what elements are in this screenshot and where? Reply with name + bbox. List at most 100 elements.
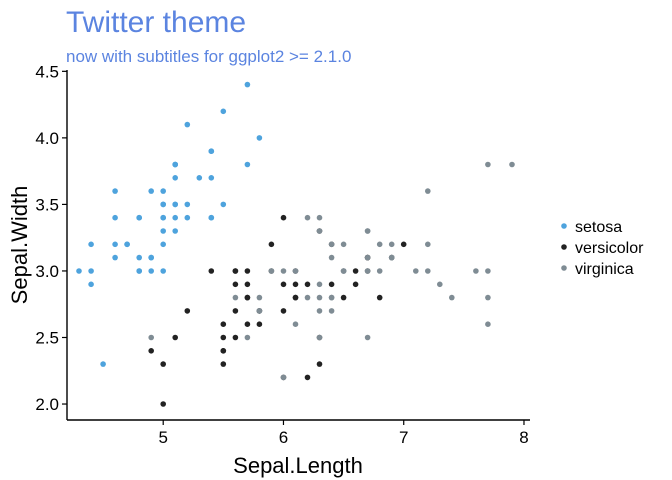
data-point (485, 161, 491, 168)
data-point (316, 334, 323, 341)
data-point (172, 201, 178, 208)
x-axis-title: Sepal.Length (233, 453, 363, 478)
data-point (184, 121, 191, 128)
y-tick-label: 4.5 (35, 62, 59, 81)
data-point (112, 241, 118, 248)
data-point (184, 308, 191, 314)
legend-label-setosa: setosa (575, 219, 622, 236)
y-tick-label: 2.5 (35, 328, 59, 347)
data-point (304, 214, 311, 221)
data-point (280, 268, 287, 274)
data-point (473, 268, 479, 274)
data-point (244, 161, 251, 168)
data-point (340, 294, 347, 301)
y-axis-title: Sepal.Width (7, 186, 32, 305)
data-point (425, 241, 431, 248)
data-point (160, 201, 166, 208)
data-point (292, 294, 299, 301)
data-point (364, 228, 371, 234)
data-point (112, 254, 118, 261)
data-point (485, 268, 491, 274)
plot-area (76, 81, 515, 407)
data-point (437, 281, 443, 288)
data-point (376, 294, 383, 301)
data-point (136, 254, 142, 261)
legend-key-versicolor (561, 244, 567, 250)
data-point (124, 241, 130, 248)
data-point (376, 268, 383, 274)
data-point (304, 374, 311, 381)
data-point (244, 334, 251, 341)
data-point (256, 294, 263, 301)
data-point (352, 268, 359, 274)
x-tick-label: 7 (399, 428, 408, 447)
data-point (244, 81, 251, 88)
x-tick-label: 6 (279, 428, 288, 447)
data-point (328, 254, 335, 261)
data-point (388, 241, 395, 248)
data-point (485, 321, 491, 328)
data-point (76, 268, 82, 274)
data-point (208, 148, 215, 154)
data-point (148, 188, 154, 194)
data-point (160, 228, 166, 234)
data-point (328, 241, 335, 248)
data-point (220, 201, 227, 208)
data-point (220, 334, 227, 341)
data-point (232, 334, 239, 341)
data-point (268, 268, 275, 274)
data-point (244, 321, 251, 328)
data-point (88, 241, 94, 248)
data-point (160, 361, 166, 367)
data-point (88, 268, 94, 274)
data-point (232, 308, 239, 314)
data-point (256, 308, 263, 314)
data-point (172, 161, 178, 168)
data-point (425, 268, 431, 274)
legend-key-setosa (561, 223, 567, 229)
data-point (136, 214, 142, 221)
data-point (160, 188, 166, 194)
data-point (316, 228, 323, 234)
data-point (220, 348, 227, 354)
data-point (112, 214, 118, 221)
data-point (232, 281, 239, 288)
data-point (280, 281, 287, 288)
data-point (172, 175, 178, 181)
data-point (160, 214, 166, 221)
data-point (413, 268, 419, 274)
data-point (160, 241, 166, 248)
data-point (328, 294, 335, 301)
data-point (256, 135, 263, 141)
data-point (268, 241, 275, 248)
data-point (88, 281, 94, 288)
data-point (220, 108, 227, 115)
data-point (220, 321, 227, 328)
data-point (112, 188, 118, 194)
x-tick-label: 8 (519, 428, 528, 447)
data-point (364, 334, 371, 341)
data-point (352, 281, 359, 288)
y-tick-label: 3.5 (35, 195, 59, 214)
data-point (136, 268, 142, 274)
legend-label-versicolor: versicolor (575, 240, 644, 257)
data-point (196, 175, 203, 181)
data-point (364, 268, 371, 274)
data-point (172, 334, 178, 341)
data-point (160, 268, 166, 274)
data-point (244, 281, 251, 288)
data-point (172, 228, 178, 234)
legend-label-virginica: virginica (575, 261, 634, 278)
legend-key-virginica (561, 265, 567, 271)
y-tick-label: 4.0 (35, 129, 59, 148)
data-point (292, 281, 299, 288)
data-point (208, 214, 215, 221)
data-point (340, 241, 347, 248)
data-point (208, 175, 215, 181)
data-point (364, 254, 371, 261)
data-point (328, 281, 335, 288)
data-point (340, 268, 347, 274)
series-virginica (148, 161, 515, 381)
data-point (244, 268, 251, 274)
